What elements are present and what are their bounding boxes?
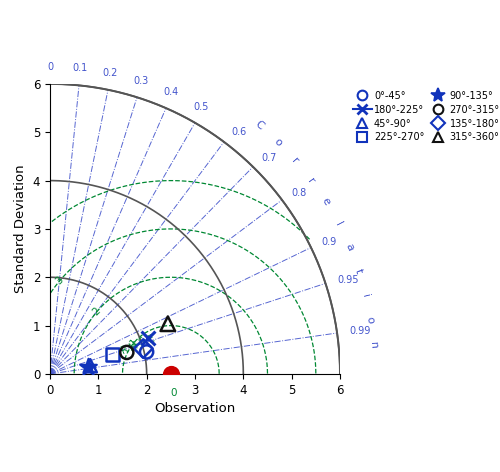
Text: o: o	[272, 136, 283, 148]
Text: 0.8: 0.8	[292, 188, 307, 198]
Point	[164, 320, 172, 328]
Text: 0.2: 0.2	[102, 68, 118, 78]
Legend: 0°-45°, 180°-225°, 45°-90°, 225°-270°, 90°-135°, 270°-315°, 135°-180°, 315°-360°: 0°-45°, 180°-225°, 45°-90°, 225°-270°, 9…	[350, 89, 500, 144]
Text: e: e	[320, 196, 332, 207]
Text: t: t	[352, 267, 364, 275]
Text: 0.5: 0.5	[194, 102, 208, 112]
Text: r: r	[290, 156, 300, 166]
Text: C: C	[252, 119, 265, 131]
Text: 0: 0	[170, 388, 176, 398]
Text: 0.99: 0.99	[349, 326, 370, 337]
Text: 0.95: 0.95	[337, 275, 358, 285]
Text: l: l	[333, 220, 344, 228]
Point	[108, 351, 116, 358]
Text: n: n	[368, 342, 379, 350]
Text: M: M	[128, 340, 140, 353]
Point	[123, 349, 131, 356]
Point	[167, 370, 175, 378]
Point	[86, 362, 94, 370]
Text: 1: 1	[128, 337, 140, 349]
Text: R: R	[120, 344, 130, 356]
Text: r: r	[306, 176, 316, 185]
Text: S: S	[138, 337, 147, 348]
X-axis label: Observation: Observation	[154, 402, 236, 415]
Text: o: o	[365, 316, 376, 324]
Text: E: E	[146, 333, 156, 345]
Text: 0.3: 0.3	[133, 76, 148, 86]
Text: 0: 0	[47, 62, 53, 72]
Y-axis label: Standard Deviation: Standard Deviation	[14, 165, 27, 293]
Text: 0.7: 0.7	[262, 153, 277, 163]
Point	[84, 363, 92, 371]
Text: i: i	[360, 293, 370, 298]
Text: 0.6: 0.6	[231, 127, 246, 137]
Text: 3: 3	[54, 275, 66, 287]
Point	[140, 345, 147, 352]
Point	[142, 348, 150, 356]
Point	[144, 335, 152, 342]
Text: 2: 2	[91, 306, 102, 318]
Text: 0.9: 0.9	[322, 237, 337, 247]
Text: a: a	[343, 242, 355, 252]
Text: 0.4: 0.4	[163, 87, 178, 97]
Text: 0.1: 0.1	[72, 63, 88, 73]
